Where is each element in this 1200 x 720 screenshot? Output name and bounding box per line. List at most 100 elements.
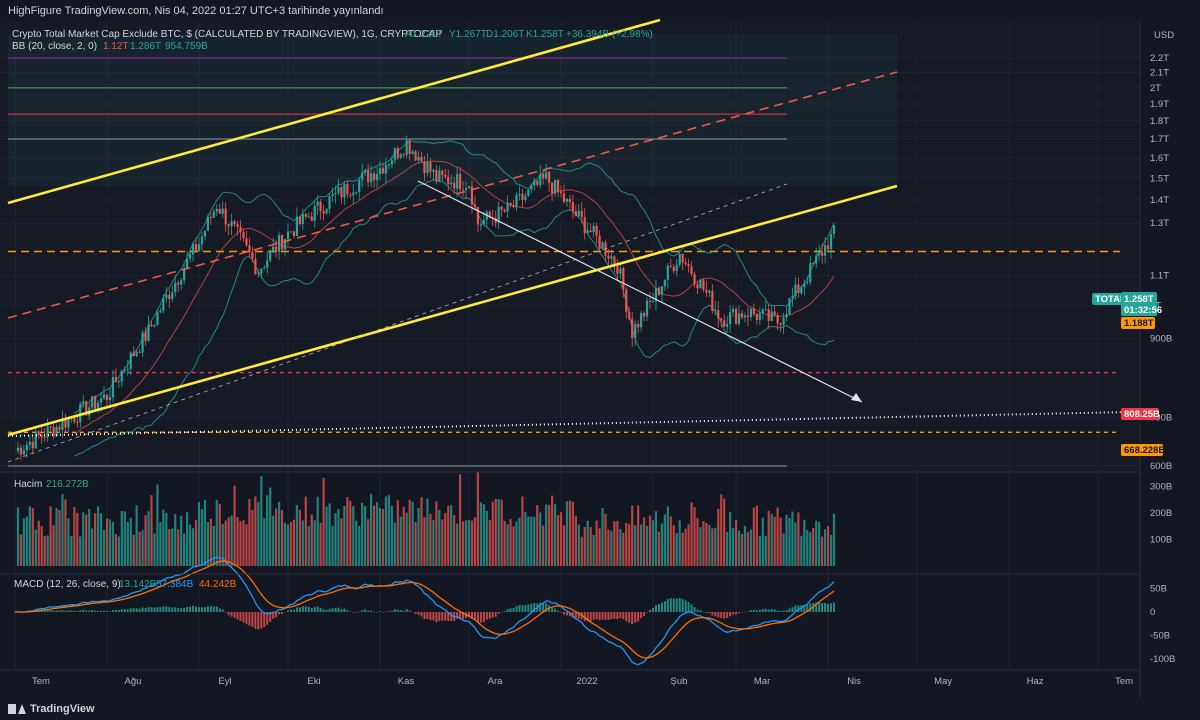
macd-histogram-bar [215, 606, 218, 612]
price-tags: TOTAL2 1.258T 01:32:56 1.188T 808.25B 66… [1092, 292, 1165, 456]
candle [254, 252, 257, 275]
candle [770, 305, 773, 322]
volume-bar [70, 535, 73, 566]
macd-histogram-bar [195, 606, 198, 612]
candle [191, 241, 195, 262]
volume-bar [482, 504, 485, 566]
candle [266, 251, 269, 274]
candle [708, 289, 711, 298]
ohlc-change: +36.394B (+2.98%) [566, 29, 653, 40]
candle [34, 427, 37, 450]
time-tick-label: 2022 [576, 676, 597, 687]
macd-histogram-bar [663, 601, 666, 612]
candle [447, 169, 450, 191]
macd-histogram-bar [681, 599, 684, 612]
volume-bar [429, 513, 432, 566]
ohlc-high: Y1.267T [449, 29, 487, 40]
candle [459, 167, 462, 194]
macd-hist-value: 13.142B [119, 579, 157, 590]
macd-histogram-bar [364, 609, 367, 612]
macd-histogram-bar [40, 610, 43, 612]
candle [607, 249, 610, 267]
macd-histogram-bar [450, 612, 453, 621]
candle [693, 271, 696, 288]
macd-histogram-bar [554, 608, 557, 612]
candle [797, 277, 800, 298]
bb-legend: BB (20, close, 2, 0) [12, 41, 97, 52]
candle [390, 156, 393, 169]
volume-bar [619, 529, 622, 566]
macd-histogram-bar [755, 610, 758, 612]
volume-bar [120, 510, 123, 566]
candle [331, 187, 334, 202]
macd-histogram-bar [767, 609, 770, 612]
volume-bar [138, 532, 141, 566]
macd-histogram-bar [711, 612, 714, 616]
macd-histogram-bar [714, 612, 717, 617]
volume-bar [574, 515, 577, 566]
volume-bar [631, 505, 634, 566]
volume-bar [669, 516, 672, 566]
candle [536, 180, 539, 187]
candle [369, 165, 373, 188]
candle [524, 192, 527, 203]
volume-bar [812, 528, 815, 566]
volume-bar [364, 505, 367, 566]
candle [711, 284, 714, 314]
macd-histogram-bar [622, 612, 625, 620]
macd-histogram-bar [239, 612, 242, 621]
candle [188, 249, 192, 263]
volume-bar [473, 517, 477, 566]
macd-histogram-bar [129, 608, 132, 612]
volume-bar [337, 508, 340, 566]
macd-histogram-bar [776, 610, 779, 612]
macd-histogram-bar [640, 612, 643, 619]
volume-bar [577, 524, 580, 566]
candle [292, 229, 296, 239]
macd-histogram-bar [180, 608, 183, 612]
candle [637, 320, 640, 334]
candle [108, 387, 112, 409]
candle [773, 305, 776, 317]
candle [444, 168, 447, 179]
volume-bar [156, 484, 159, 566]
bb-basis-value: 1.12T [103, 41, 129, 52]
volume-tick-label: 200B [1150, 508, 1172, 519]
candle [583, 208, 586, 240]
bb-upper [74, 140, 835, 414]
candle [301, 208, 304, 230]
candle [328, 193, 331, 214]
candle [180, 277, 183, 291]
volume-bar [102, 529, 106, 566]
candle [548, 170, 551, 193]
macd-histogram-bar [435, 612, 438, 623]
downtrend-arrow-head [851, 393, 862, 402]
volume-bar [447, 505, 450, 566]
volume-bar [435, 501, 438, 566]
volume-bar [387, 495, 390, 566]
macd-histogram-bar [473, 612, 476, 620]
candle [129, 351, 132, 376]
ohlc-open: A1.221T [405, 29, 443, 40]
volume-bar [423, 517, 426, 566]
volume-bar [289, 522, 293, 566]
volume-bar [186, 512, 189, 566]
macd-histogram-bar [568, 612, 571, 617]
macd-histogram-bar [263, 612, 266, 628]
macd-histogram-bar [482, 612, 485, 623]
candle [150, 321, 153, 328]
volume-bar [542, 525, 545, 566]
macd-histogram-bar [310, 608, 313, 612]
volume-bar [239, 521, 242, 566]
chart-canvas[interactable]: Crypto Total Market Cap Exclude BTC, $ (… [0, 0, 1200, 698]
candle [586, 221, 589, 235]
tradingview-logo[interactable]: TradingView [8, 703, 95, 715]
candle [497, 201, 500, 230]
macd-histogram-bar [551, 608, 554, 612]
macd-histogram-bar [669, 598, 672, 612]
candle [556, 179, 560, 198]
candle [568, 195, 572, 210]
candle [467, 186, 471, 189]
macd-histogram-bar [521, 605, 524, 612]
macd-tick-label: -50B [1150, 631, 1170, 642]
